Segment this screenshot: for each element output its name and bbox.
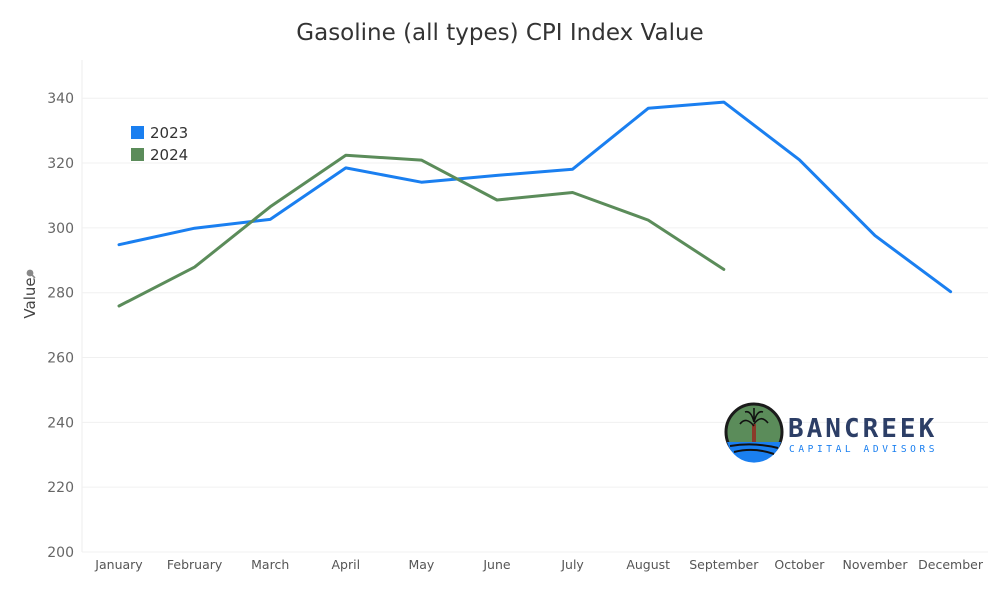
x-axis: January February March April May June July Augu… xyxy=(94,557,984,572)
legend-label-2024: 2024 xyxy=(150,146,188,164)
series-line-2024 xyxy=(117,153,726,308)
logo-tagline: CAPITAL ADVISORS xyxy=(789,444,938,455)
bancreek-logo: BANCREEK CAPITAL ADVISORS xyxy=(724,402,938,463)
series-line-2023 xyxy=(117,100,953,294)
y-tick-label: 220 xyxy=(47,480,74,496)
x-tick-label: September xyxy=(689,557,759,572)
y-tick-label: 280 xyxy=(47,286,74,302)
legend-label-2023: 2023 xyxy=(150,124,188,142)
y-tick-label: 340 xyxy=(47,91,74,107)
logo-name: BANCREEK xyxy=(788,414,937,444)
x-tick-label: May xyxy=(408,557,434,572)
y-tick-label: 200 xyxy=(47,545,74,561)
tree-in-circle-icon xyxy=(724,402,784,463)
x-tick-label: December xyxy=(918,557,984,572)
chart-title: Gasoline (all types) CPI Index Value xyxy=(296,20,704,46)
pin-icon xyxy=(26,269,36,279)
y-tick-label: 260 xyxy=(47,351,74,367)
y-tick-label: 300 xyxy=(47,221,74,237)
series-lines xyxy=(117,100,953,308)
y-tick-label: 320 xyxy=(47,156,74,172)
x-tick-label: March xyxy=(251,557,289,572)
x-tick-label: July xyxy=(560,557,584,572)
y-axis-title: Value xyxy=(21,277,39,318)
x-tick-label: January xyxy=(94,557,143,572)
y-axis: 200 220 240 260 280 300 320 340 xyxy=(47,91,74,561)
x-tick-label: October xyxy=(774,557,825,572)
legend-swatch-2024 xyxy=(131,148,144,161)
gridlines xyxy=(81,60,988,553)
legend: 2023 2024 xyxy=(131,124,188,164)
legend-swatch-2023 xyxy=(131,126,144,139)
y-tick-label: 240 xyxy=(47,415,74,431)
x-tick-label: June xyxy=(482,557,511,572)
x-tick-label: April xyxy=(332,557,361,572)
x-tick-label: February xyxy=(167,557,223,572)
x-tick-label: August xyxy=(626,557,670,572)
x-tick-label: November xyxy=(842,557,908,572)
